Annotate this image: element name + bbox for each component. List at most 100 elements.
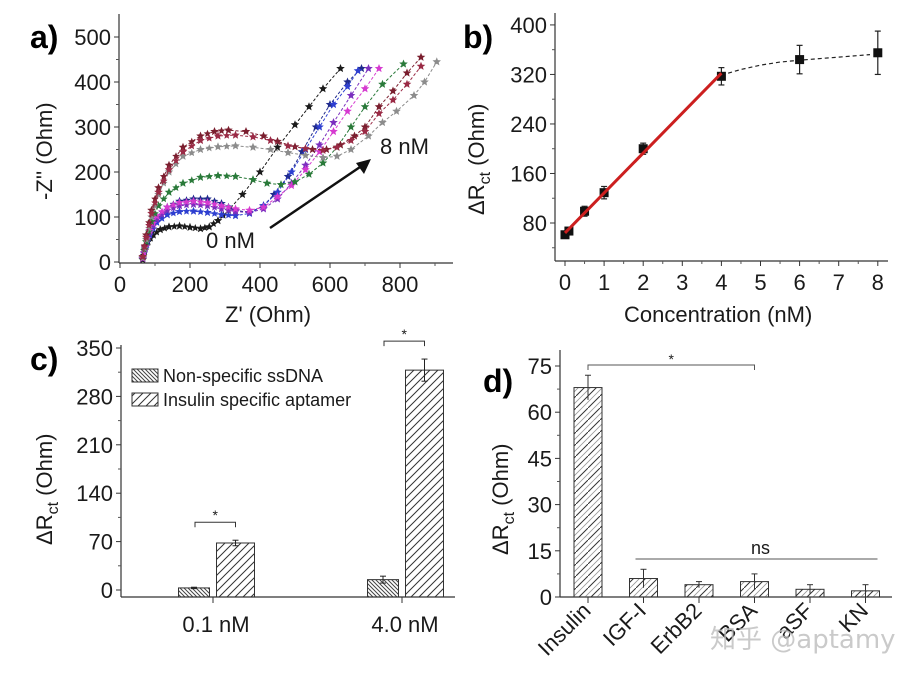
data-point-star	[159, 177, 168, 185]
data-point-star	[346, 136, 356, 145]
data-point-star	[196, 145, 205, 154]
data-point-star	[203, 201, 212, 210]
data-point-star	[409, 91, 419, 100]
data-point-star	[364, 64, 373, 73]
series-line-6	[142, 63, 404, 258]
panel-d-y-title: ΔRct (Ohm)	[488, 444, 518, 556]
data-point-star	[203, 208, 212, 217]
data-point-star	[343, 82, 352, 91]
data-point-star	[159, 195, 168, 203]
data-point-star	[209, 219, 218, 227]
panel-b-x-ticks: 0 1 2 3 4 5 6 7 8	[559, 261, 884, 295]
delta-r-text: ΔR	[464, 184, 489, 215]
data-point-star	[158, 207, 166, 215]
data-point-star	[160, 224, 169, 232]
data-point-star	[402, 68, 412, 77]
y-tick-label: 0	[99, 250, 111, 275]
data-point-star	[163, 202, 172, 211]
data-point-star	[138, 252, 147, 261]
watermark: 知乎 @aptamy	[710, 625, 896, 655]
x-tick-label: 400	[242, 272, 279, 297]
data-point-star	[231, 141, 240, 150]
delta-r-text: ΔR	[32, 514, 57, 545]
data-point-star	[248, 132, 258, 141]
y-tick-label: 500	[74, 25, 111, 50]
delta-r-text: ΔR	[488, 524, 513, 555]
data-point-star	[388, 95, 398, 104]
data-point-star	[182, 197, 191, 206]
data-point-star	[222, 172, 231, 180]
bar-aptamer	[405, 369, 444, 598]
data-point-star	[318, 158, 328, 167]
data-point-star	[205, 172, 214, 180]
data-point-star	[374, 64, 384, 73]
data-point-star	[163, 210, 172, 219]
data-point-star	[205, 222, 214, 231]
data-point-star	[290, 142, 300, 151]
data-point-star	[388, 86, 398, 95]
data-point-star	[231, 130, 240, 139]
data-point-star	[374, 109, 384, 118]
data-point-star	[158, 214, 166, 222]
data-point-star	[189, 199, 198, 208]
significance-label: *	[669, 351, 675, 367]
ct-subscript: ct	[501, 511, 518, 524]
data-point-star	[154, 187, 163, 196]
nyquist-series	[138, 52, 441, 264]
unit-text: (Ohm)	[488, 444, 513, 512]
data-point-star	[152, 228, 161, 236]
y-tick-label: 350	[76, 336, 113, 361]
data-point-star	[343, 77, 352, 86]
data-point-star	[217, 204, 226, 213]
data-point-star	[163, 205, 172, 214]
x-tick-label: 600	[312, 272, 349, 297]
data-point-star	[269, 190, 279, 199]
panel-c-legend: Non-specific ssDNA Insulin specific apta…	[131, 366, 351, 410]
annotation-0nm: 0 nM	[206, 228, 255, 253]
y-tick-label: 75	[528, 354, 552, 379]
ct-subscript: ct	[477, 171, 494, 184]
data-point-star	[203, 198, 212, 207]
data-point-star	[245, 205, 254, 214]
data-point-star	[217, 126, 226, 135]
data-point-star	[151, 195, 159, 203]
data-point-star	[287, 167, 296, 176]
data-point-star	[231, 207, 240, 216]
data-point-star	[378, 79, 387, 88]
data-point-star	[374, 102, 384, 111]
data-point-star	[191, 224, 200, 232]
data-point-star	[182, 201, 191, 209]
panel-d-y-ticks: 0 15 30 45 60 75	[528, 354, 560, 610]
data-point-star	[259, 202, 268, 211]
data-point-star	[329, 118, 338, 127]
data-point-star	[304, 102, 314, 111]
data-point-star	[175, 198, 184, 207]
data-point-star	[169, 200, 178, 209]
data-point-star	[308, 145, 317, 154]
data-point-star	[189, 206, 198, 215]
legend-swatch-aptamer	[131, 392, 159, 407]
data-point-star	[416, 52, 426, 61]
legend-label-aptamer: Insulin specific aptamer	[163, 390, 351, 410]
panel-b-label: b)	[463, 19, 493, 55]
significance-label: *	[213, 507, 219, 523]
data-point-star	[213, 131, 223, 140]
legend-label-nonspecific: Non-specific ssDNA	[163, 366, 323, 386]
x-tick-label: IGF-I	[598, 598, 651, 651]
legend-swatch-nonspecific	[131, 368, 159, 383]
data-point-star	[360, 127, 370, 136]
significance-bracket	[383, 340, 425, 347]
data-point-star	[189, 196, 198, 205]
data-point-star	[164, 165, 174, 174]
data-point-star	[175, 201, 184, 210]
x-tick-label: 0	[114, 272, 126, 297]
data-point-star	[276, 180, 286, 189]
panel-c-bars: **	[178, 326, 444, 598]
data-point-star	[399, 59, 408, 68]
x-tick-label: ErbB2	[646, 598, 707, 659]
data-point-star	[283, 141, 293, 150]
data-point-star	[332, 151, 342, 160]
data-point-star	[151, 198, 159, 207]
data-point-star	[187, 176, 196, 184]
